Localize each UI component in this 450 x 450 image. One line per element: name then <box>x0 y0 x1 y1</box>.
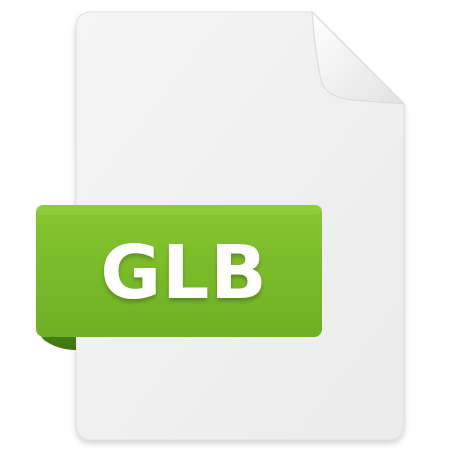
extension-ribbon <box>36 205 322 337</box>
extension-label: GLB <box>100 230 267 316</box>
file-folded-corner <box>311 10 406 105</box>
